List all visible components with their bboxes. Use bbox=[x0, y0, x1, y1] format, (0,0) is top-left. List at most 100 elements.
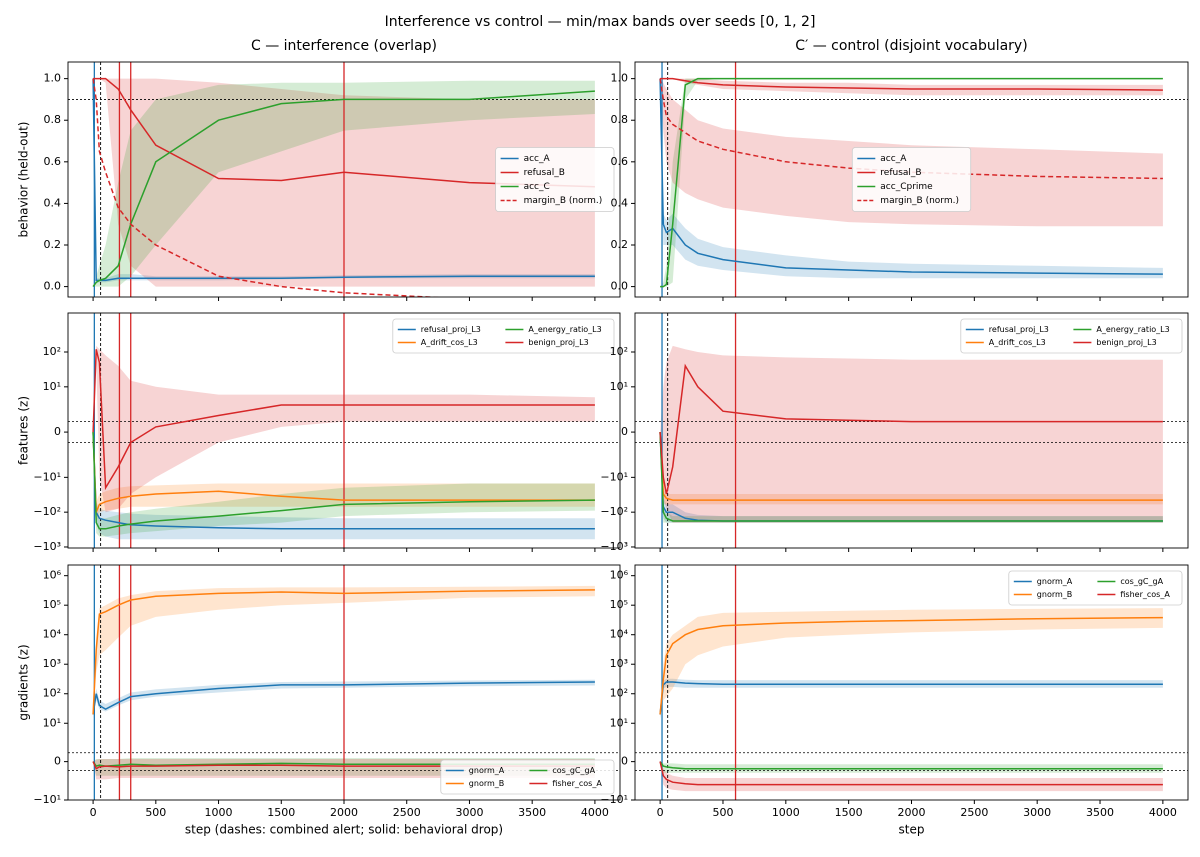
series-line bbox=[92, 90, 595, 288]
series-line bbox=[92, 589, 595, 715]
x-tick-label: 2000 bbox=[330, 806, 358, 819]
x-tick-label: 2500 bbox=[960, 806, 988, 819]
legend-label: acc_A bbox=[524, 154, 551, 164]
figure-title: Interference vs control — min/max bands … bbox=[385, 14, 816, 30]
axes-title: C′ — control (disjoint vocabulary) bbox=[795, 38, 1027, 54]
legend-label: gnorm_A bbox=[1037, 577, 1073, 586]
plot-area bbox=[635, 313, 1188, 548]
x-tick-label: 3500 bbox=[1086, 806, 1114, 819]
plot-area bbox=[68, 62, 620, 297]
y-tick-label: 10⁴ bbox=[43, 628, 62, 641]
legend-label: A_drift_cos_L3 bbox=[989, 338, 1046, 347]
series-line bbox=[659, 681, 1163, 715]
x-tick-label: 1500 bbox=[835, 806, 863, 819]
y-tick-label: 0.8 bbox=[44, 113, 62, 126]
y-tick-label: 10² bbox=[43, 345, 61, 358]
series-line bbox=[92, 432, 595, 530]
minmax-band bbox=[660, 761, 1163, 773]
y-tick-label: 10⁵ bbox=[610, 598, 628, 611]
y-tick-label: 10⁶ bbox=[43, 569, 62, 582]
series-line bbox=[660, 77, 1163, 91]
y-tick-label: 0.4 bbox=[611, 196, 629, 209]
y-tick-label: 10¹ bbox=[43, 380, 61, 393]
y-axis-label: behavior (held-out) bbox=[17, 122, 31, 238]
y-tick-label: −10¹ bbox=[33, 793, 61, 806]
legend-label: A_energy_ratio_L3 bbox=[1096, 325, 1169, 334]
minmax-band bbox=[93, 345, 595, 513]
y-tick-label: 1.0 bbox=[44, 72, 62, 85]
minmax-band bbox=[93, 585, 595, 719]
x-tick-label: 4000 bbox=[581, 806, 609, 819]
legend-label: margin_B (norm.) bbox=[880, 196, 959, 206]
x-tick-label: 1000 bbox=[772, 806, 800, 819]
x-tick-label: 3000 bbox=[455, 806, 483, 819]
x-tick-label: 500 bbox=[145, 806, 166, 819]
legend-label: gnorm_B bbox=[469, 779, 504, 788]
legend-box bbox=[851, 147, 972, 212]
y-tick-label: 0.0 bbox=[611, 280, 629, 293]
legend-label: benign_proj_L3 bbox=[1096, 338, 1156, 347]
y-tick-label: 1.0 bbox=[611, 72, 629, 85]
y-axis-label: features (z) bbox=[17, 396, 31, 465]
legend-label: cos_gC_gA bbox=[1120, 577, 1163, 586]
y-tick-label: 10³ bbox=[610, 657, 628, 670]
legend-label: gnorm_A bbox=[469, 766, 505, 775]
x-tick-label: 500 bbox=[712, 806, 733, 819]
x-tick-label: 4000 bbox=[1149, 806, 1177, 819]
minmax-band bbox=[660, 761, 1163, 792]
minmax-band bbox=[93, 80, 595, 287]
y-tick-label: 10⁶ bbox=[610, 569, 629, 582]
y-tick-label: 0.8 bbox=[611, 113, 629, 126]
legend-box bbox=[392, 318, 615, 354]
legend-label: refusal_proj_L3 bbox=[421, 325, 481, 334]
y-tick-label: 0.6 bbox=[44, 155, 62, 168]
series-line bbox=[659, 432, 1163, 522]
y-tick-label: 10¹ bbox=[610, 716, 628, 729]
legend-label: acc_C bbox=[524, 182, 550, 192]
y-tick-label: 10³ bbox=[43, 657, 61, 670]
y-tick-label: 0.0 bbox=[44, 280, 62, 293]
x-tick-label: 2000 bbox=[898, 806, 926, 819]
series-line bbox=[660, 77, 1163, 288]
plot-area bbox=[68, 313, 620, 548]
minmax-band bbox=[660, 678, 1163, 719]
x-tick-label: 1000 bbox=[205, 806, 233, 819]
y-tick-label: 0.4 bbox=[44, 196, 62, 209]
series-line bbox=[92, 432, 595, 530]
x-tick-label: 0 bbox=[90, 806, 97, 819]
legend-label: fisher_cos_A bbox=[1120, 590, 1170, 599]
series-line bbox=[659, 363, 1163, 495]
legend-box bbox=[1008, 570, 1183, 606]
y-tick-label: −10³ bbox=[600, 540, 628, 553]
y-tick-label: 10¹ bbox=[43, 716, 61, 729]
y-tick-label: 0 bbox=[621, 425, 628, 438]
minmax-band bbox=[660, 432, 1163, 505]
legend-label: acc_Cprime bbox=[880, 182, 933, 192]
legend-label: cos_gC_gA bbox=[552, 766, 595, 775]
y-tick-label: 0.6 bbox=[611, 155, 629, 168]
series-line bbox=[659, 761, 1163, 786]
legend-label: refusal_proj_L3 bbox=[989, 325, 1049, 334]
y-tick-label: 0.2 bbox=[44, 238, 62, 251]
y-tick-label: −10¹ bbox=[600, 470, 628, 483]
series-line bbox=[92, 78, 443, 297]
series-line bbox=[92, 761, 595, 770]
y-tick-label: 10¹ bbox=[610, 380, 628, 393]
minmax-band bbox=[93, 432, 595, 537]
y-tick-label: 10² bbox=[610, 345, 628, 358]
legend-label: A_energy_ratio_L3 bbox=[528, 325, 601, 334]
axes-title: C — interference (overlap) bbox=[251, 38, 437, 54]
y-tick-label: 0 bbox=[54, 425, 61, 438]
y-tick-label: 0 bbox=[54, 755, 61, 768]
y-tick-label: 10⁵ bbox=[43, 598, 61, 611]
y-axis-label: gradients (z) bbox=[17, 644, 31, 720]
x-axis-label: step (dashes: combined alert; solid: beh… bbox=[185, 823, 503, 837]
legend-label: margin_B (norm.) bbox=[524, 196, 603, 206]
x-axis-label: step bbox=[899, 823, 925, 837]
series-line bbox=[659, 78, 1163, 275]
minmax-band bbox=[660, 78, 1163, 279]
minmax-band bbox=[660, 345, 1163, 523]
